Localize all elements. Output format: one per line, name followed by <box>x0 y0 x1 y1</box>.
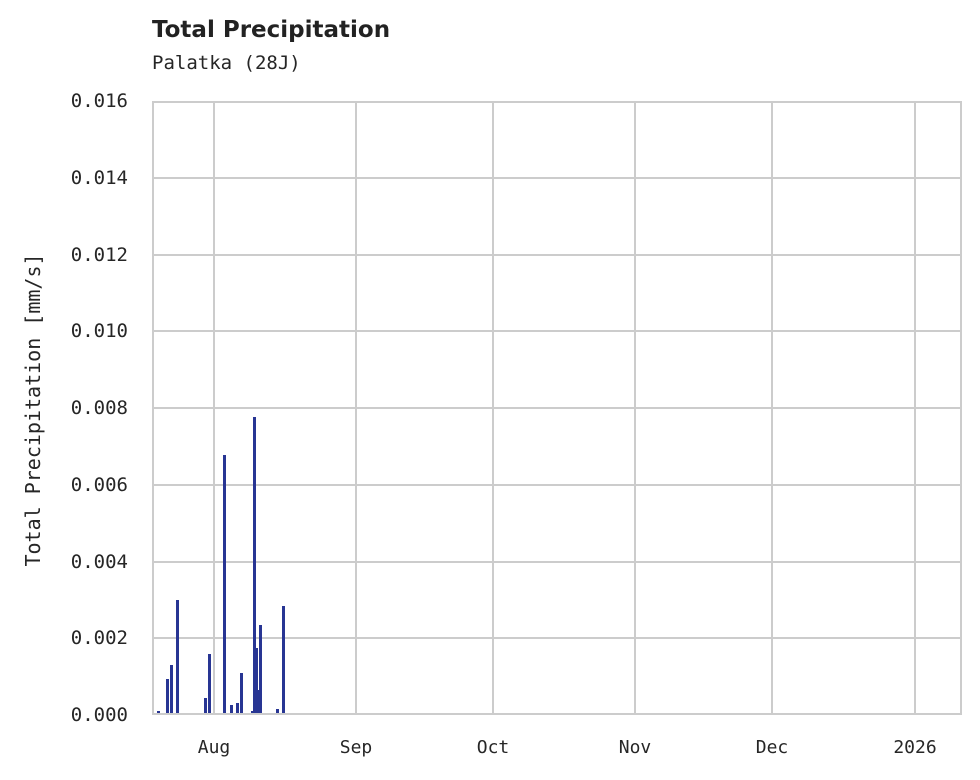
precip-bar <box>208 653 211 713</box>
h-gridline <box>154 176 960 179</box>
y-tick-label: 0.000 <box>70 704 128 726</box>
y-tick-label: 0.006 <box>70 473 128 496</box>
y-axis-label: Total Precipitation [mm/s] <box>21 253 45 567</box>
x-tick-label: Nov <box>618 737 652 758</box>
precip-bar <box>276 709 279 713</box>
v-gridline <box>492 103 494 713</box>
precip-bar <box>251 711 254 713</box>
precip-bar <box>166 678 169 713</box>
y-tick-label: 0.002 <box>70 627 128 650</box>
precip-bar <box>236 703 239 713</box>
h-gridline <box>154 407 960 409</box>
v-gridline <box>771 103 773 713</box>
precip-bar <box>223 454 226 713</box>
v-gridline <box>634 103 636 713</box>
precip-bar <box>230 705 233 713</box>
plot-area <box>152 101 962 715</box>
v-gridline <box>355 103 357 713</box>
x-tick-label: 2026 <box>893 737 937 758</box>
h-gridline <box>154 560 960 563</box>
h-gridline <box>154 637 960 640</box>
precip-bar <box>157 711 160 713</box>
precip-bar <box>176 600 179 713</box>
y-tick-label: 0.004 <box>70 550 128 573</box>
precip-bar <box>204 697 207 713</box>
chart-subtitle: Palatka (28J) <box>152 52 301 74</box>
h-gridline <box>154 330 960 333</box>
v-gridline <box>914 103 916 713</box>
y-tick-label: 0.010 <box>70 320 128 343</box>
y-tick-label: 0.016 <box>70 90 128 112</box>
precip-bar <box>259 625 262 713</box>
precip-bar <box>170 665 173 713</box>
x-tick-label: Oct <box>476 737 510 758</box>
y-tick-label: 0.012 <box>70 243 128 266</box>
precip-bar <box>240 672 243 713</box>
x-tick-label: Dec <box>755 737 789 758</box>
chart-title: Total Precipitation <box>152 17 391 43</box>
v-gridline <box>213 103 215 713</box>
h-gridline <box>154 253 960 256</box>
h-gridline <box>154 483 960 486</box>
y-tick-label: 0.008 <box>70 397 128 419</box>
precip-bar <box>255 647 258 713</box>
x-tick-label: Sep <box>339 737 373 758</box>
precip-bar <box>282 605 285 713</box>
y-tick-label: 0.014 <box>70 166 128 189</box>
x-tick-label: Aug <box>197 737 231 758</box>
precip-bar <box>253 416 256 713</box>
